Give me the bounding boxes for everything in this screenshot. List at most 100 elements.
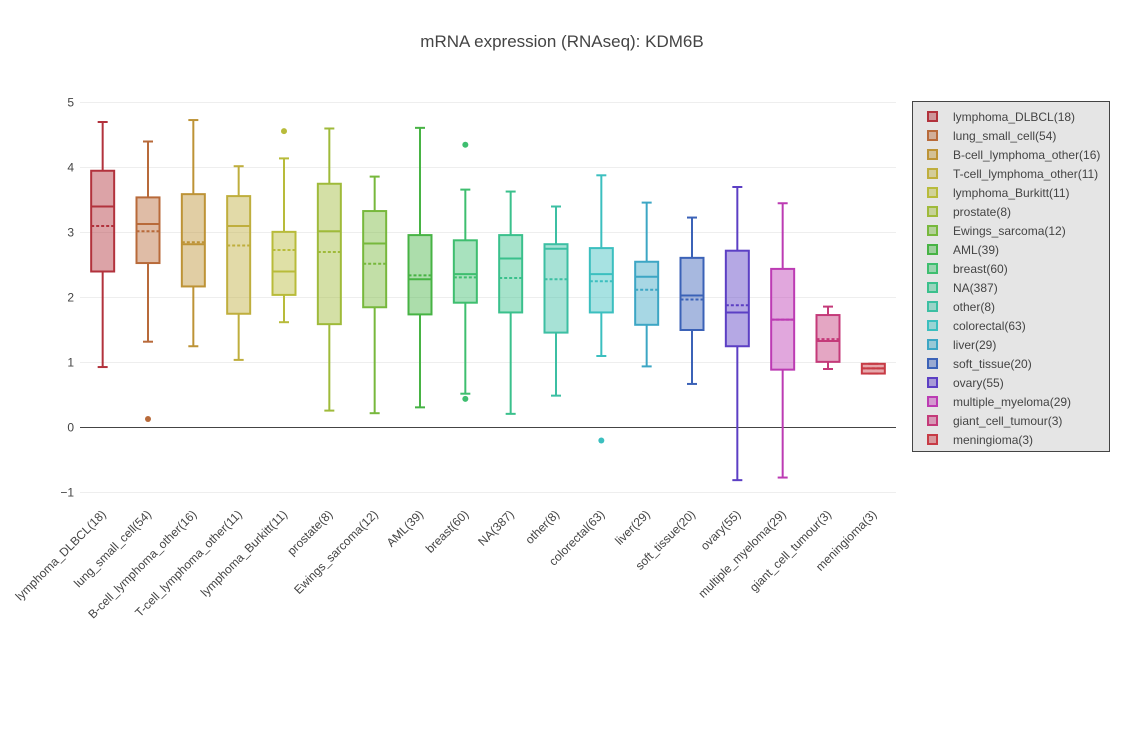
- legend-item[interactable]: meningioma(3): [913, 431, 1111, 450]
- legend-label: colorectal(63): [953, 319, 1026, 333]
- legend-item[interactable]: multiple_myeloma(29): [913, 393, 1111, 412]
- legend-label: soft_tissue(20): [953, 357, 1032, 371]
- legend-label: AML(39): [953, 243, 1000, 257]
- iqr-box: [226, 195, 252, 315]
- legend-swatch: [927, 225, 938, 236]
- iqr-box: [362, 210, 388, 309]
- legend-item[interactable]: AML(39): [913, 241, 1111, 260]
- box-3: [226, 165, 252, 361]
- legend-item[interactable]: lung_small_cell(54): [913, 127, 1111, 146]
- legend-swatch: [927, 168, 938, 179]
- iqr-box: [90, 169, 116, 273]
- legend-item[interactable]: lymphoma_Burkitt(11): [913, 184, 1111, 203]
- x-tick-label: multiple_myeloma(29): [695, 507, 788, 600]
- legend-label: B-cell_lymphoma_other(16): [953, 148, 1101, 162]
- legend-swatch: [927, 377, 938, 388]
- box-12: [634, 201, 660, 368]
- legend-label: lung_small_cell(54): [953, 129, 1057, 143]
- box-8: [452, 141, 478, 402]
- y-tick-label: 4: [67, 161, 74, 175]
- box-14: [724, 186, 750, 482]
- y-tick-label: 5: [67, 96, 74, 110]
- legend-swatch: [927, 282, 938, 293]
- y-tick-label: 2: [67, 291, 74, 305]
- legend-item[interactable]: prostate(8): [913, 203, 1111, 222]
- legend-label: NA(387): [953, 281, 998, 295]
- y-tick-label: 1: [67, 356, 74, 370]
- legend-swatch: [927, 263, 938, 274]
- box-13: [679, 216, 705, 385]
- legend-label: prostate(8): [953, 205, 1012, 219]
- box-15: [770, 202, 796, 479]
- x-tick-label: other(8): [523, 507, 563, 547]
- y-tick-label: −1: [60, 486, 74, 500]
- grid-layer: [80, 102, 896, 493]
- box-1: [135, 140, 161, 423]
- legend-label: giant_cell_tumour(3): [953, 414, 1063, 428]
- x-tick-label: ovary(55): [698, 507, 744, 553]
- box-7: [407, 126, 433, 409]
- legend-swatch: [927, 111, 938, 122]
- boxes-layer: [90, 119, 886, 482]
- box-16: [815, 305, 841, 370]
- legend-item[interactable]: ovary(55): [913, 374, 1111, 393]
- legend-item[interactable]: Ewings_sarcoma(12): [913, 222, 1111, 241]
- legend-swatch: [927, 187, 938, 198]
- legend-item[interactable]: lymphoma_DLBCL(18): [913, 108, 1111, 127]
- legend-swatch: [927, 149, 938, 160]
- legend-item[interactable]: soft_tissue(20): [913, 355, 1111, 374]
- iqr-box: [271, 230, 297, 296]
- box-5: [316, 127, 342, 412]
- legend-item[interactable]: liver(29): [913, 336, 1111, 355]
- iqr-box: [452, 239, 478, 304]
- legend-item[interactable]: other(8): [913, 298, 1111, 317]
- x-tick-label: breast(60): [423, 507, 472, 556]
- legend-item[interactable]: breast(60): [913, 260, 1111, 279]
- x-tick-label: liver(29): [612, 507, 653, 548]
- legend-swatch: [927, 358, 938, 369]
- legend-swatch: [927, 434, 938, 445]
- outlier-point: [462, 141, 469, 148]
- iqr-box: [679, 256, 705, 332]
- legend-swatch: [927, 339, 938, 350]
- legend-item[interactable]: T-cell_lymphoma_other(11): [913, 165, 1111, 184]
- legend-swatch: [927, 130, 938, 141]
- x-tick-label: lung_small_cell(54): [71, 507, 154, 590]
- legend-item[interactable]: NA(387): [913, 279, 1111, 298]
- box-6: [362, 175, 388, 415]
- iqr-box: [316, 182, 342, 326]
- x-axis: lymphoma_DLBCL(18)lung_small_cell(54)B-c…: [13, 507, 880, 621]
- box-4: [271, 128, 297, 324]
- legend-item[interactable]: colorectal(63): [913, 317, 1111, 336]
- outlier-point: [145, 416, 151, 423]
- box-2: [180, 119, 206, 348]
- legend-label: Ewings_sarcoma(12): [953, 224, 1066, 238]
- outlier-point: [281, 128, 287, 135]
- legend-label: lymphoma_DLBCL(18): [953, 110, 1076, 124]
- x-tick-label: Ewings_sarcoma(12): [291, 507, 381, 597]
- outlier-point: [598, 437, 605, 444]
- iqr-box: [180, 193, 206, 288]
- legend-swatch: [927, 206, 938, 217]
- legend-swatch: [927, 415, 938, 426]
- legend-label: ovary(55): [953, 376, 1004, 390]
- legend-label: breast(60): [953, 262, 1008, 276]
- legend-item[interactable]: giant_cell_tumour(3): [913, 412, 1111, 431]
- x-tick-label: lymphoma_DLBCL(18): [13, 507, 109, 603]
- legend-swatch: [927, 320, 938, 331]
- chart-title: mRNA expression (RNAseq): KDM6B: [420, 32, 704, 51]
- box-0: [90, 121, 116, 369]
- x-tick-label: lymphoma_Burkitt(11): [198, 507, 290, 599]
- legend-swatch: [927, 301, 938, 312]
- legend-label: T-cell_lymphoma_other(11): [953, 167, 1099, 181]
- box-10: [543, 205, 569, 397]
- y-tick-label: 3: [67, 226, 74, 240]
- legend-item[interactable]: B-cell_lymphoma_other(16): [913, 146, 1111, 165]
- box-9: [498, 190, 524, 415]
- x-tick-label: giant_cell_tumour(3): [747, 507, 834, 594]
- legend-swatch: [927, 396, 938, 407]
- x-tick-label: NA(387): [475, 507, 516, 548]
- legend: lymphoma_DLBCL(18) lung_small_cell(54) B-c…: [912, 101, 1110, 452]
- y-tick-label: 0: [67, 421, 74, 435]
